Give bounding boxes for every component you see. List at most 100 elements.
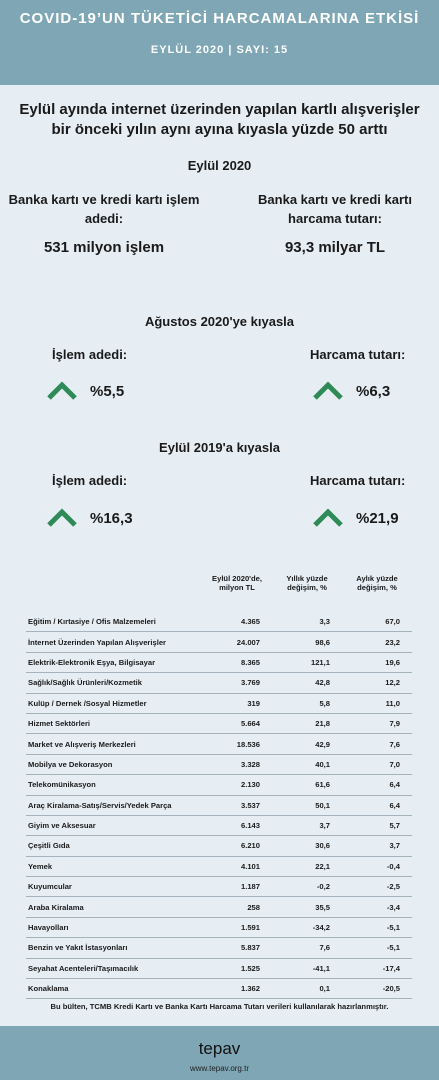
sector-name-cell: Çeşitli Gıda [26,835,202,857]
amount-cell: 5.837 [202,937,272,959]
amount-cell: 3.328 [202,754,272,776]
table-row: Kulüp / Dernek /Sosyal Hizmetler 319 5,8 11… [26,693,412,714]
footer: tepav www.tepav.org.tr [0,1026,439,1080]
amount-cell: 18.536 [202,733,272,755]
monthly-change-cell: 3,7 [342,835,412,857]
yearly-change-cell: 5,8 [272,693,342,714]
yoy-amount-change: %21,9 [312,506,399,530]
yearly-change-cell: 7,6 [272,937,342,959]
yearly-change-cell: 30,6 [272,835,342,857]
table-body: Eğitim / Kırtasiye / Ofis Malzemeleri 4.3… [26,612,412,1000]
aug-amount-change: %6,3 [312,379,390,403]
yearly-change-cell: -41,1 [272,958,342,980]
sector-name-cell: Sağlık/Sağlık Ürünleri/Kozmetik [26,672,202,694]
monthly-change-cell: 67,0 [342,612,412,633]
section-title-september: Eylül 2020 [187,158,252,173]
website-link[interactable]: www.tepav.org.tr [190,1064,249,1073]
sector-name-cell: Havayolları [26,917,202,939]
monthly-change-cell: 7,9 [342,713,412,735]
table-row: Araç Kiralama-Satış/Servis/Yedek Parça 3.… [26,795,412,816]
amount-cell: 1.525 [202,958,272,980]
sector-name-cell: Araba Kiralama [26,896,202,918]
amount-cell: 6.210 [202,835,272,857]
amount-cell: 4.101 [202,856,272,878]
sector-name-cell: Benzin ve Yakıt İstasyonları [26,937,202,959]
transaction-count-value: 531 milyon işlem [43,239,165,256]
sector-name-cell: Seyahat Acenteleri/Taşımacılık [26,958,202,980]
sector-name-cell: İnternet Üzerinden Yapılan Alışverişler [26,631,202,653]
yearly-change-cell: 61,6 [272,774,342,796]
yoy-count-change: %16,3 [46,506,133,530]
monthly-change-cell: 19,6 [342,652,412,674]
yearly-change-cell: 3,7 [272,815,342,837]
yearly-change-cell: 21,8 [272,713,342,735]
yearly-change-cell: 0,1 [272,978,342,1000]
table-row: Market ve Alışveriş Merkezleri 18.536 42,9… [26,733,412,755]
yearly-change-cell: 50,1 [272,795,342,816]
monthly-change-cell: 6,4 [342,774,412,796]
table-row: Çeşitli Gıda 6.210 30,6 3,7 [26,835,412,857]
up-chevron-icon [47,381,77,400]
sector-name-cell: Araç Kiralama-Satış/Servis/Yedek Parça [26,795,202,816]
table-row: Araba Kiralama 258 35,5 -3,4 [26,896,412,918]
sector-name-cell: Eğitim / Kırtasiye / Ofis Malzemeleri [26,612,202,633]
amount-cell: 1.362 [202,978,272,1000]
sector-name-cell: Konaklama [26,978,202,1000]
monthly-change-cell: 12,2 [342,672,412,694]
monthly-change-cell: -2,5 [342,876,412,898]
table-row: Havayolları 1.591 -34,2 -5,1 [26,917,412,939]
amount-cell: 8.365 [202,652,272,674]
yearly-change-cell: 35,5 [272,896,342,918]
sector-name-cell: Kuyumcular [26,876,202,898]
monthly-change-cell: 7,0 [342,754,412,776]
amount-cell: 3.537 [202,795,272,816]
aug-amount-pct: %6,3 [356,382,391,400]
aug-amount-label: Harcama tutarı: [310,347,406,362]
amount-cell: 1.187 [202,876,272,898]
amount-cell: 2.130 [202,774,272,796]
yearly-change-cell: -34,2 [272,917,342,939]
sector-name-cell: Mobilya ve Dekorasyon [26,754,202,776]
monthly-change-cell: -5,1 [342,937,412,959]
section-title-vs-2019: Eylül 2019'a kıyasla [159,440,280,455]
aug-count-label: İşlem adedi: [52,347,128,362]
yearly-change-cell: 22,1 [272,856,342,878]
column-header-yearly-change: Yıllık yüzde değişim, % [286,574,328,592]
yoy-amount-pct: %21,9 [356,509,399,527]
source-note: Bu bülten, TCMB Kredi Kartı ve Banka Kar… [50,1002,389,1011]
monthly-change-cell: 5,7 [342,815,412,837]
sector-name-cell: Telekomünikasyon [26,774,202,796]
yearly-change-cell: 40,1 [272,754,342,776]
yearly-change-cell: 42,8 [272,672,342,694]
column-header-monthly-change: Aylık yüzde değişim, % [356,574,398,592]
table-row: Sağlık/Sağlık Ürünleri/Kozmetik 3.769 42,8… [26,672,412,694]
monthly-change-cell: -0,4 [342,856,412,878]
sector-name-cell: Kulüp / Dernek /Sosyal Hizmetler [26,693,202,714]
up-chevron-icon [47,508,77,527]
yoy-count-label: İşlem adedi: [52,473,128,488]
table-row: Yemek 4.101 22,1 -0,4 [26,856,412,878]
bulletin-title: COVID-19’UN TÜKETİCİ HARCAMALARINA ETKİS… [19,10,420,27]
table-row: Kuyumcular 1.187 -0,2 -2,5 [26,876,412,898]
table-row: İnternet Üzerinden Yapılan Alışverişler 2… [26,631,412,653]
table-row: Eğitim / Kırtasiye / Ofis Malzemeleri 4.3… [26,612,412,633]
amount-cell: 1.591 [202,917,272,939]
amount-cell: 6.143 [202,815,272,837]
table-row: Konaklama 1.362 0,1 -20,5 [26,978,412,1000]
spending-amount-label: Banka kartı ve kredi kartı harcama tutar… [258,192,412,226]
header-banner: COVID-19’UN TÜKETİCİ HARCAMALARINA ETKİS… [0,0,439,85]
amount-cell: 3.769 [202,672,272,694]
amount-cell: 319 [202,693,272,714]
sector-spending-table: Eylül 2020'de, milyon TL Yıllık yüzde de… [26,574,412,1000]
table-row: Seyahat Acenteleri/Taşımacılık 1.525 -41,1… [26,958,412,980]
yearly-change-cell: 98,6 [272,631,342,653]
monthly-change-cell: 11,0 [342,693,412,714]
monthly-change-cell: 6,4 [342,795,412,816]
table-row: Hizmet Sektörleri 5.664 21,8 7,9 [26,713,412,735]
yearly-change-cell: 3,3 [272,612,342,633]
aug-count-pct: %5,5 [90,382,125,400]
headline: Eylül ayında internet üzerinden yapılan … [19,101,420,138]
bulletin-issue: EYLÜL 2020 | SAYI: 15 [150,44,289,56]
transaction-count-label: Banka kartı ve kredi kartı işlem adedi: [8,192,200,226]
up-chevron-icon [313,508,343,527]
